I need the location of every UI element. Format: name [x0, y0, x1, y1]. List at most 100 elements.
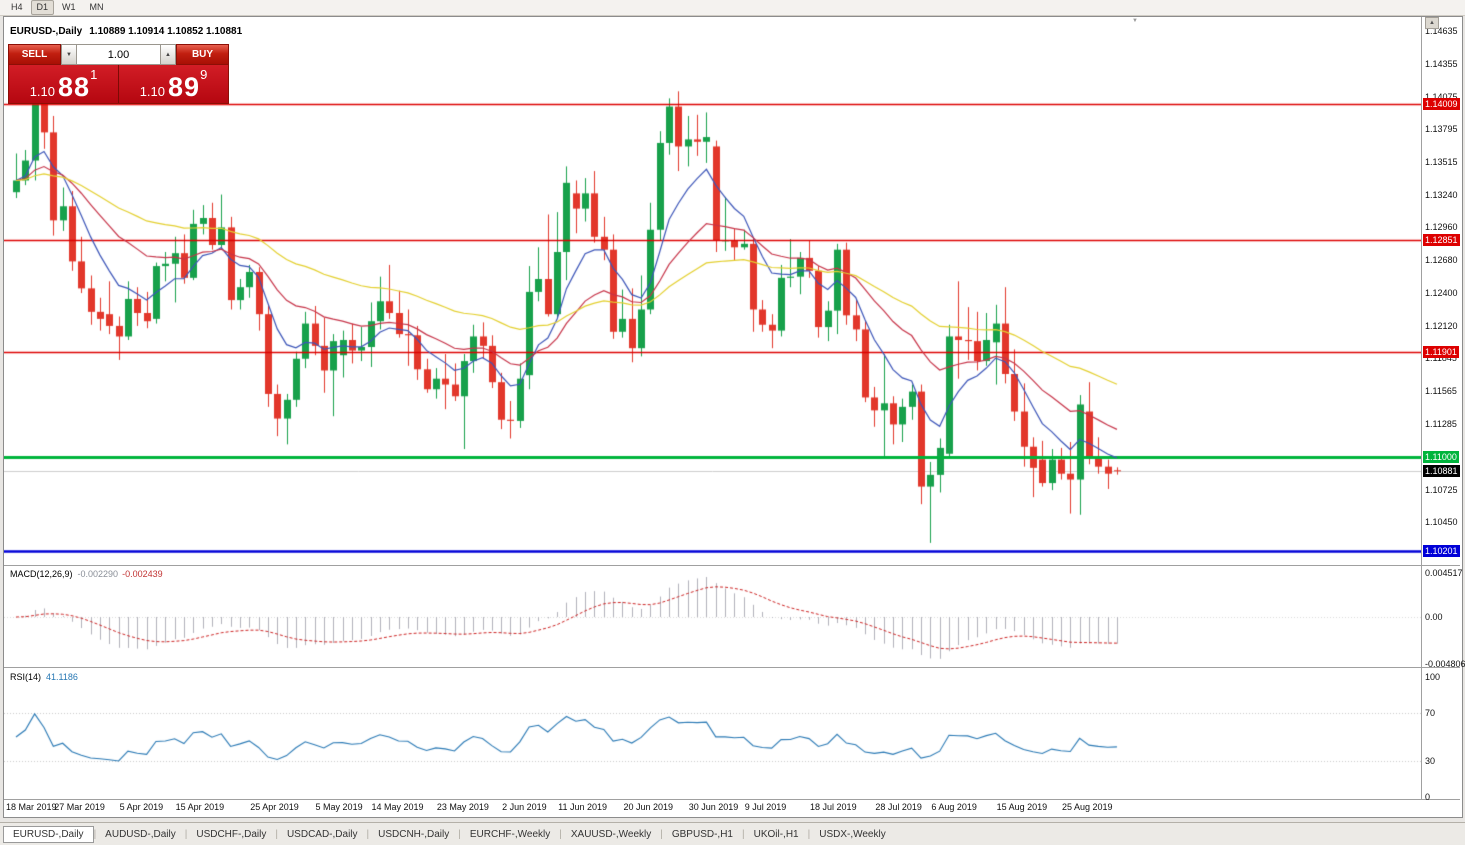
date-label: 25 Apr 2019	[250, 802, 299, 812]
price-axis-label: 1.11845	[1425, 353, 1457, 364]
macd-signal-value: -0.002439	[122, 569, 163, 579]
symbol-title: EURUSD-,Daily	[10, 26, 83, 37]
buy-price-display[interactable]: 1.10 89 9	[119, 65, 228, 103]
buy-price-pip: 9	[200, 67, 208, 82]
price-axis-label: 1.12120	[1425, 320, 1458, 331]
panel-separator[interactable]	[4, 799, 1460, 800]
price-axis-label: 1.11565	[1425, 386, 1457, 396]
rsi-axis-label: 30	[1425, 756, 1436, 766]
panel-separator[interactable]	[4, 565, 1460, 566]
chart-ohlc-header: EURUSD-,Daily 1.10889 1.10914 1.10852 1.1…	[10, 26, 242, 37]
price-axis-label: 1.12680	[1425, 255, 1458, 266]
date-label: 28 Jul 2019	[875, 802, 922, 812]
date-label: 2 Jun 2019	[502, 802, 547, 812]
timeframe-button-h4[interactable]: H4	[11, 2, 23, 12]
rsi-axis-label: 0	[1425, 792, 1431, 802]
macd-name: MACD(12,26,9)	[10, 569, 73, 579]
sell-button[interactable]: SELL	[8, 44, 61, 65]
date-label: 27 Mar 2019	[54, 802, 105, 812]
price-line-badge: 1.12851	[1423, 234, 1460, 247]
tab-separator: |	[93, 828, 97, 840]
price-axis[interactable]: 1.14635 1.14355 1.14075 1.13795 1.13515 1.132…	[1422, 17, 1465, 815]
axis-scroll-button[interactable]: ▲	[1425, 17, 1439, 29]
tab-separator: |	[660, 828, 663, 840]
date-label: 23 May 2019	[436, 802, 489, 812]
panel-separator[interactable]	[4, 667, 1460, 668]
price-axis-label: 1.13795	[1425, 124, 1458, 135]
rsi-value: 41.1186	[46, 672, 78, 682]
chart-tabs-bar: EURUSD-,Daily | AUDUSD-,Daily | USDCHF-,Dail…	[0, 822, 1465, 845]
tab-separator: |	[807, 828, 811, 840]
timeframe-button-d1[interactable]: D1	[30, 0, 55, 15]
date-label: 15 Aug 2019	[996, 802, 1048, 812]
scroll-up-icon: ▲	[1429, 20, 1435, 26]
buy-button[interactable]: BUY	[176, 44, 229, 65]
timeframe-button-mn[interactable]: MN	[89, 2, 104, 12]
price-axis-label: 1.10725	[1425, 484, 1458, 495]
price-axis-label: 1.14635	[1425, 25, 1458, 36]
date-label: 5 May 2019	[315, 802, 363, 812]
price-line-badge: 1.10201	[1423, 544, 1460, 557]
chart-tab-eurchf-weekly[interactable]: EURCHF-,Weekly	[469, 828, 551, 840]
tab-separator: |	[741, 828, 745, 840]
ohlc-values: 1.10889 1.10914 1.10852 1.10881	[89, 26, 243, 37]
chart-shift-marker[interactable]: ▼	[1132, 18, 1138, 24]
rsi-name: RSI(14)	[10, 672, 42, 682]
price-axis-label: 1.13515	[1425, 157, 1458, 168]
price-axis-label: 1.10450	[1425, 516, 1458, 527]
chart-tab-gbpusd-h1[interactable]: GBPUSD-,H1	[671, 828, 733, 840]
price-line-badge: 1.11901	[1423, 345, 1459, 358]
chart-tab-usdcad-daily[interactable]: USDCAD-,Daily	[286, 828, 358, 840]
price-line-badge: 1.14009	[1423, 98, 1460, 111]
time-axis[interactable]: 18 Mar 2019 27 Mar 2019 5 Apr 2019 15 Apr 2…	[4, 801, 1421, 815]
sell-price-display[interactable]: 1.10 88 1	[9, 65, 119, 103]
sell-price-big: 88	[58, 72, 91, 102]
date-label: 18 Mar 2019	[6, 802, 57, 812]
chart-tab-usdchf-daily[interactable]: USDCHF-,Daily	[196, 828, 267, 840]
volume-input[interactable]	[77, 44, 160, 65]
buy-price-base: 1.10	[139, 84, 166, 99]
price-axis-divider	[1421, 17, 1422, 799]
chart-tab-ukoil-h1[interactable]: UKOil-,H1	[753, 828, 799, 840]
tab-separator: |	[366, 828, 370, 840]
chart-tab-usdcnh-daily[interactable]: USDCNH-,Daily	[378, 828, 450, 840]
spin-up-icon: ▲	[165, 51, 171, 58]
volume-increase-button[interactable]: ▲	[160, 44, 176, 65]
one-click-trading-panel: SELL ▼ ▲ BUY 1.10 88 1 1.10 89 9	[8, 44, 229, 104]
date-label: 15 Apr 2019	[175, 802, 225, 812]
rsi-axis-label: 70	[1425, 708, 1436, 718]
sell-price-pip: 1	[90, 67, 98, 82]
tab-separator: |	[184, 828, 188, 840]
macd-axis-label: 0.004517	[1425, 568, 1463, 578]
tab-separator: |	[275, 828, 278, 840]
chart-tab-usdx-weekly[interactable]: USDX-,Weekly	[819, 828, 886, 840]
date-label: 11 Jun 2019	[558, 802, 608, 812]
volume-decrease-button[interactable]: ▼	[61, 44, 77, 65]
price-chart-canvas[interactable]	[4, 17, 1421, 799]
price-axis-label: 1.14355	[1425, 58, 1458, 69]
tab-separator: |	[458, 828, 461, 840]
chart-tab-xauusd-weekly[interactable]: XAUUSD-,Weekly	[570, 828, 652, 840]
date-label: 30 Jun 2019	[688, 802, 739, 812]
date-label: 9 Jul 2019	[744, 802, 787, 812]
macd-indicator-header: MACD(12,26,9) -0.002290 -0.002439	[10, 569, 163, 579]
price-axis-label: 1.11285	[1425, 418, 1457, 429]
price-axis-label: 1.12400	[1425, 288, 1458, 299]
timeframe-button-w1[interactable]: W1	[62, 2, 76, 12]
price-axis-label: 1.13240	[1425, 189, 1458, 200]
date-label: 18 Jul 2019	[810, 802, 857, 812]
price-axis-label: 1.12960	[1425, 222, 1458, 233]
date-label: 20 Jun 2019	[623, 802, 673, 812]
buy-price-big: 89	[168, 72, 201, 102]
date-label: 25 Aug 2019	[1061, 802, 1113, 812]
rsi-axis-label: 100	[1425, 672, 1441, 682]
chart-tab-eurusd-daily[interactable]: EURUSD-,Daily	[3, 825, 94, 843]
date-label: 5 Apr 2019	[119, 802, 164, 812]
macd-axis-label: -0.004806	[1425, 659, 1465, 669]
current-price-badge: 1.10881	[1423, 465, 1460, 478]
macd-main-value: -0.002290	[77, 569, 119, 579]
price-axis-label: 1.14075	[1425, 91, 1458, 102]
chart-tab-audusd-daily[interactable]: AUDUSD-,Daily	[105, 828, 176, 840]
spin-down-icon: ▼	[66, 51, 72, 58]
date-label: 6 Aug 2019	[931, 802, 977, 812]
